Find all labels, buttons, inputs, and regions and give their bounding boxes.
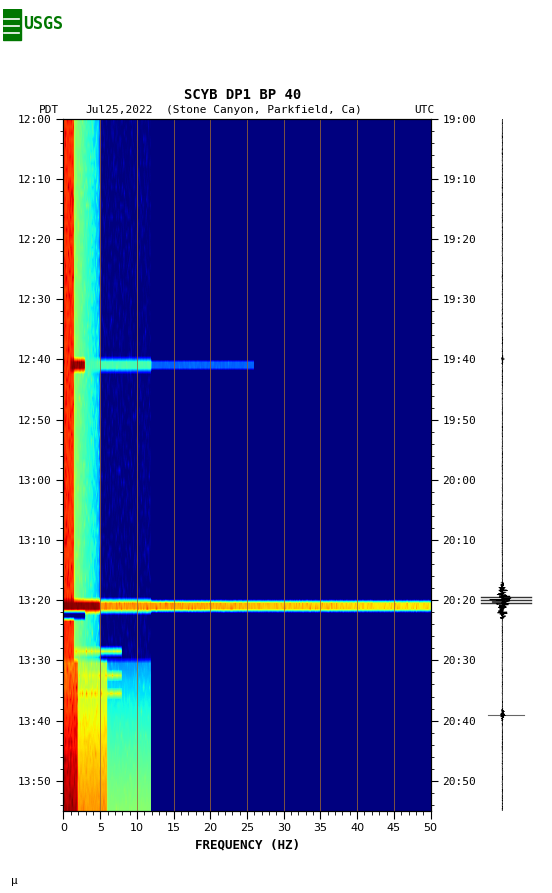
Text: μ: μ	[11, 876, 18, 886]
Text: USGS: USGS	[23, 14, 63, 33]
Text: PDT: PDT	[39, 104, 59, 115]
X-axis label: FREQUENCY (HZ): FREQUENCY (HZ)	[194, 839, 300, 852]
Bar	[3, 9, 21, 39]
Text: UTC: UTC	[414, 104, 434, 115]
Text: SCYB DP1 BP 40: SCYB DP1 BP 40	[184, 88, 301, 102]
Text: Jul25,2022: Jul25,2022	[86, 104, 153, 115]
Text: (Stone Canyon, Parkfield, Ca): (Stone Canyon, Parkfield, Ca)	[166, 104, 362, 115]
